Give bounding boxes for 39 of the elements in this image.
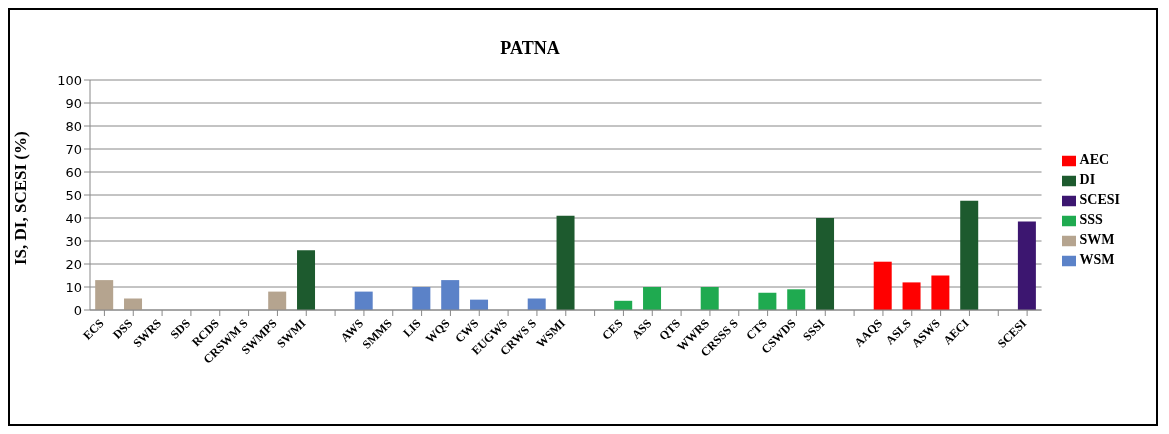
legend-label: SWM bbox=[1079, 232, 1115, 247]
x-tick-label: LIS bbox=[400, 316, 424, 340]
bar bbox=[412, 287, 431, 310]
bar bbox=[1017, 221, 1036, 310]
y-tick-label: 40 bbox=[65, 210, 82, 226]
bar bbox=[873, 261, 892, 310]
legend-label: SCESI bbox=[1079, 192, 1120, 207]
bar bbox=[787, 289, 806, 310]
legend-label: DI bbox=[1079, 172, 1096, 187]
bar bbox=[268, 291, 287, 310]
x-tick-label: CES bbox=[599, 315, 626, 343]
legend-label: AEC bbox=[1079, 152, 1110, 167]
y-tick-label: 0 bbox=[73, 302, 82, 318]
bar bbox=[931, 275, 950, 310]
bar bbox=[354, 291, 373, 310]
y-tick-label: 60 bbox=[65, 164, 82, 180]
y-tick-label: 70 bbox=[65, 141, 82, 157]
bar bbox=[643, 287, 662, 310]
y-tick-label: 20 bbox=[65, 256, 82, 272]
chart-title: PATNA bbox=[499, 38, 561, 59]
bar bbox=[700, 287, 719, 310]
y-tick-label: 10 bbox=[65, 279, 82, 295]
y-tick-label: 80 bbox=[65, 118, 82, 134]
bar bbox=[960, 200, 979, 310]
legend-label: SSS bbox=[1079, 212, 1103, 227]
x-tick-label: ASS bbox=[628, 315, 655, 342]
y-tick-label: 30 bbox=[65, 233, 82, 249]
y-axis-title: IS, DI, SCESI (%) bbox=[11, 131, 31, 265]
bar bbox=[297, 250, 316, 310]
bar bbox=[556, 215, 575, 310]
bar bbox=[816, 218, 835, 310]
bar bbox=[902, 282, 921, 310]
y-tick-label: 50 bbox=[65, 187, 82, 203]
bar bbox=[95, 280, 114, 310]
y-tick-label: 100 bbox=[57, 72, 82, 88]
bar bbox=[441, 280, 460, 310]
bar bbox=[758, 292, 777, 310]
y-tick-label: 90 bbox=[65, 95, 82, 111]
legend-label: WSM bbox=[1079, 252, 1115, 267]
